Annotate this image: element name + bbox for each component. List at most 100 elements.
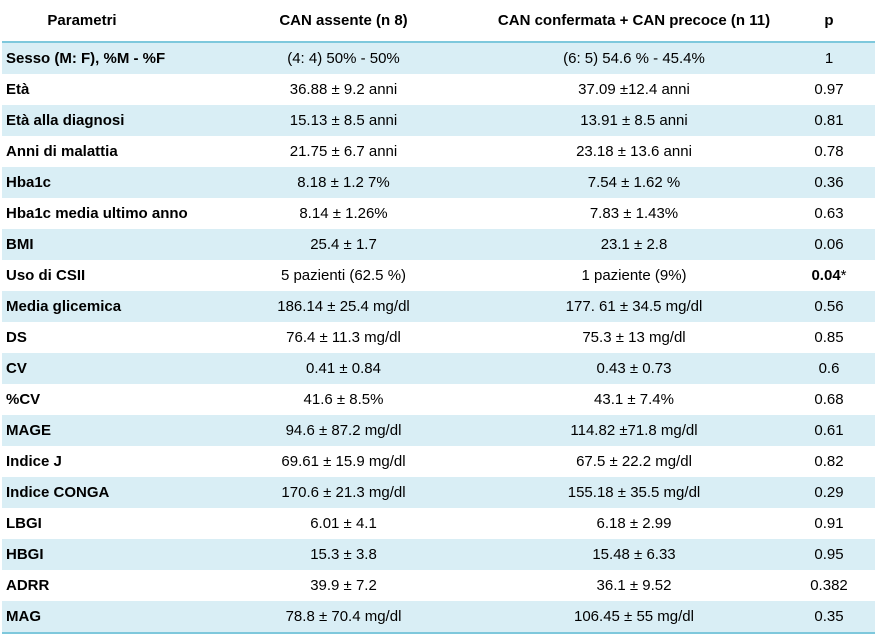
p-value: 0.56	[814, 298, 844, 315]
parameter-name: CV	[2, 353, 202, 384]
parameter-name: Età alla diagnosi	[2, 105, 202, 136]
can-assente-value: 41.6 ± 8.5%	[202, 384, 485, 415]
p-value: 0.61	[814, 422, 844, 439]
can-confermata-value: (6: 5) 54.6 % - 45.4%	[485, 42, 783, 74]
p-value-cell: 0.81	[783, 105, 875, 136]
parameter-name: BMI	[2, 229, 202, 260]
p-value: 0.382	[810, 577, 848, 594]
clinical-parameters-table: Parametri CAN assente (n 8) CAN conferma…	[2, 0, 875, 634]
table-row: DS 76.4 ± 11.3 mg/dl 75.3 ± 13 mg/dl 0.85	[2, 322, 875, 353]
p-value-cell: 1	[783, 42, 875, 74]
can-assente-value: 5 pazienti (62.5 %)	[202, 260, 485, 291]
can-assente-value: 0.41 ± 0.84	[202, 353, 485, 384]
p-value: 0.91	[814, 515, 844, 532]
p-value: 0.36	[814, 174, 844, 191]
significance-marker: *	[840, 267, 847, 284]
table-row: Sesso (M: F), %M - %F (4: 4) 50% - 50% (6:…	[2, 42, 875, 74]
p-value-cell: 0.68	[783, 384, 875, 415]
parameter-name: Indice CONGA	[2, 477, 202, 508]
parameter-name: Hba1c media ultimo anno	[2, 198, 202, 229]
can-confermata-value: 43.1 ± 7.4%	[485, 384, 783, 415]
can-confermata-value: 36.1 ± 9.52	[485, 570, 783, 601]
table-row: CV 0.41 ± 0.84 0.43 ± 0.73 0.6	[2, 353, 875, 384]
can-confermata-value: 177. 61 ± 34.5 mg/dl	[485, 291, 783, 322]
table-row: MAG 78.8 ± 70.4 mg/dl 106.45 ± 55 mg/dl 0.3…	[2, 601, 875, 634]
can-assente-value: 8.14 ± 1.26%	[202, 198, 485, 229]
can-assente-value: 76.4 ± 11.3 mg/dl	[202, 322, 485, 353]
p-value-cell: 0.85	[783, 322, 875, 353]
parameter-name: LBGI	[2, 508, 202, 539]
can-assente-value: 186.14 ± 25.4 mg/dl	[202, 291, 485, 322]
can-confermata-value: 67.5 ± 22.2 mg/dl	[485, 446, 783, 477]
parameter-name: Età	[2, 74, 202, 105]
can-confermata-value: 13.91 ± 8.5 anni	[485, 105, 783, 136]
p-value-cell: 0.95	[783, 539, 875, 570]
can-confermata-value: 23.1 ± 2.8	[485, 229, 783, 260]
can-assente-value: 8.18 ± 1.2 7%	[202, 167, 485, 198]
can-assente-value: 170.6 ± 21.3 mg/dl	[202, 477, 485, 508]
can-confermata-value: 7.54 ± 1.62 %	[485, 167, 783, 198]
header-can-confermata: CAN confermata + CAN precoce (n 11)	[485, 0, 783, 43]
parameter-name: HBGI	[2, 539, 202, 570]
can-confermata-value: 37.09 ±12.4 anni	[485, 74, 783, 105]
parameter-name: Uso di CSII	[2, 260, 202, 291]
p-value: 0.81	[814, 112, 844, 129]
parameter-name: %CV	[2, 384, 202, 415]
table-row: HBGI 15.3 ± 3.8 15.48 ± 6.33 0.95	[2, 539, 875, 570]
p-value-cell: 0.382	[783, 570, 875, 601]
p-value: 0.35	[814, 608, 844, 625]
p-value: 0.04	[811, 267, 841, 284]
p-value-cell: 0.61	[783, 415, 875, 446]
can-assente-value: 69.61 ± 15.9 mg/dl	[202, 446, 485, 477]
p-value-cell: 0.56	[783, 291, 875, 322]
table-row: Età 36.88 ± 9.2 anni 37.09 ±12.4 anni 0.97	[2, 74, 875, 105]
p-value-cell: 0.97	[783, 74, 875, 105]
can-assente-value: (4: 4) 50% - 50%	[202, 42, 485, 74]
table-body: Sesso (M: F), %M - %F (4: 4) 50% - 50% (6:…	[2, 42, 875, 634]
table-row: %CV 41.6 ± 8.5% 43.1 ± 7.4% 0.68	[2, 384, 875, 415]
can-assente-value: 39.9 ± 7.2	[202, 570, 485, 601]
header-p-value: p	[783, 0, 875, 43]
can-assente-value: 15.13 ± 8.5 anni	[202, 105, 485, 136]
can-assente-value: 6.01 ± 4.1	[202, 508, 485, 539]
can-confermata-value: 75.3 ± 13 mg/dl	[485, 322, 783, 353]
p-value: 0.29	[814, 484, 844, 501]
p-value-cell: 0.91	[783, 508, 875, 539]
table-row: Indice J 69.61 ± 15.9 mg/dl 67.5 ± 22.2 mg…	[2, 446, 875, 477]
table-row: LBGI 6.01 ± 4.1 6.18 ± 2.99 0.91	[2, 508, 875, 539]
can-confermata-value: 0.43 ± 0.73	[485, 353, 783, 384]
table-row: Indice CONGA 170.6 ± 21.3 mg/dl 155.18 ± 3…	[2, 477, 875, 508]
can-assente-value: 78.8 ± 70.4 mg/dl	[202, 601, 485, 634]
p-value-cell: 0.06	[783, 229, 875, 260]
table-row: Età alla diagnosi 15.13 ± 8.5 anni 13.91 ±…	[2, 105, 875, 136]
p-value-cell: 0.04*	[783, 260, 875, 291]
can-confermata-value: 1 paziente (9%)	[485, 260, 783, 291]
can-confermata-value: 7.83 ± 1.43%	[485, 198, 783, 229]
p-value: 0.97	[814, 81, 844, 98]
header-parametri: Parametri	[2, 0, 202, 43]
p-value-cell: 0.63	[783, 198, 875, 229]
header-can-assente: CAN assente (n 8)	[202, 0, 485, 43]
can-confermata-value: 155.18 ± 35.5 mg/dl	[485, 477, 783, 508]
can-assente-value: 21.75 ± 6.7 anni	[202, 136, 485, 167]
p-value-cell: 0.78	[783, 136, 875, 167]
parameter-name: Anni di malattia	[2, 136, 202, 167]
can-confermata-value: 6.18 ± 2.99	[485, 508, 783, 539]
parameter-name: DS	[2, 322, 202, 353]
table-row: Hba1c media ultimo anno 8.14 ± 1.26% 7.83 …	[2, 198, 875, 229]
table-row: Hba1c 8.18 ± 1.2 7% 7.54 ± 1.62 % 0.36	[2, 167, 875, 198]
table-row: BMI 25.4 ± 1.7 23.1 ± 2.8 0.06	[2, 229, 875, 260]
can-confermata-value: 106.45 ± 55 mg/dl	[485, 601, 783, 634]
p-value-cell: 0.29	[783, 477, 875, 508]
table-row: Media glicemica 186.14 ± 25.4 mg/dl 177. 6…	[2, 291, 875, 322]
table-row: Uso di CSII 5 pazienti (62.5 %) 1 paziente…	[2, 260, 875, 291]
p-value-cell: 0.35	[783, 601, 875, 634]
parameter-name: Indice J	[2, 446, 202, 477]
table-row: ADRR 39.9 ± 7.2 36.1 ± 9.52 0.382	[2, 570, 875, 601]
p-value: 0.06	[814, 236, 844, 253]
parameter-name: MAG	[2, 601, 202, 634]
p-value: 0.68	[814, 391, 844, 408]
header-row: Parametri CAN assente (n 8) CAN conferma…	[2, 0, 875, 43]
p-value: 0.95	[814, 546, 844, 563]
parameter-name: MAGE	[2, 415, 202, 446]
